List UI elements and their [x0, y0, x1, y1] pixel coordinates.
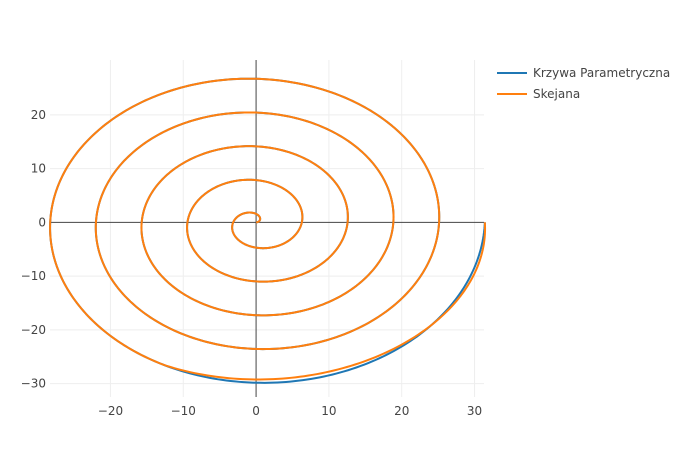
y-tick-label: 20 — [31, 108, 46, 122]
y-tick-label: 10 — [31, 162, 46, 176]
y-axis-ticks: −30 −20 −10 0 10 20 — [21, 108, 46, 391]
y-tick-label: 0 — [38, 215, 46, 229]
plot-area — [49, 60, 487, 397]
x-axis-ticks: −20 −10 0 10 20 30 — [98, 404, 482, 418]
x-tick-label: 20 — [394, 404, 409, 418]
series-line-parametric — [49, 77, 486, 384]
series-line-spline — [49, 77, 487, 381]
legend-label-spline: Skejana — [533, 87, 580, 101]
series-layer — [49, 77, 487, 384]
y-tick-label: −10 — [21, 269, 46, 283]
zero-lines — [50, 60, 484, 397]
x-tick-label: −10 — [171, 404, 196, 418]
y-tick-label: −20 — [21, 323, 46, 337]
x-tick-label: 10 — [321, 404, 336, 418]
legend-item-1[interactable]: Krzywa Parametryczna — [497, 66, 670, 80]
legend-item-2[interactable]: Skejana — [497, 87, 580, 101]
x-tick-label: 0 — [252, 404, 260, 418]
legend[interactable]: Krzywa Parametryczna Skejana — [497, 66, 670, 101]
legend-label-parametric: Krzywa Parametryczna — [533, 66, 670, 80]
x-tick-label: −20 — [98, 404, 123, 418]
x-tick-label: 30 — [467, 404, 482, 418]
grid-lines — [50, 60, 484, 397]
y-tick-label: −30 — [21, 377, 46, 391]
